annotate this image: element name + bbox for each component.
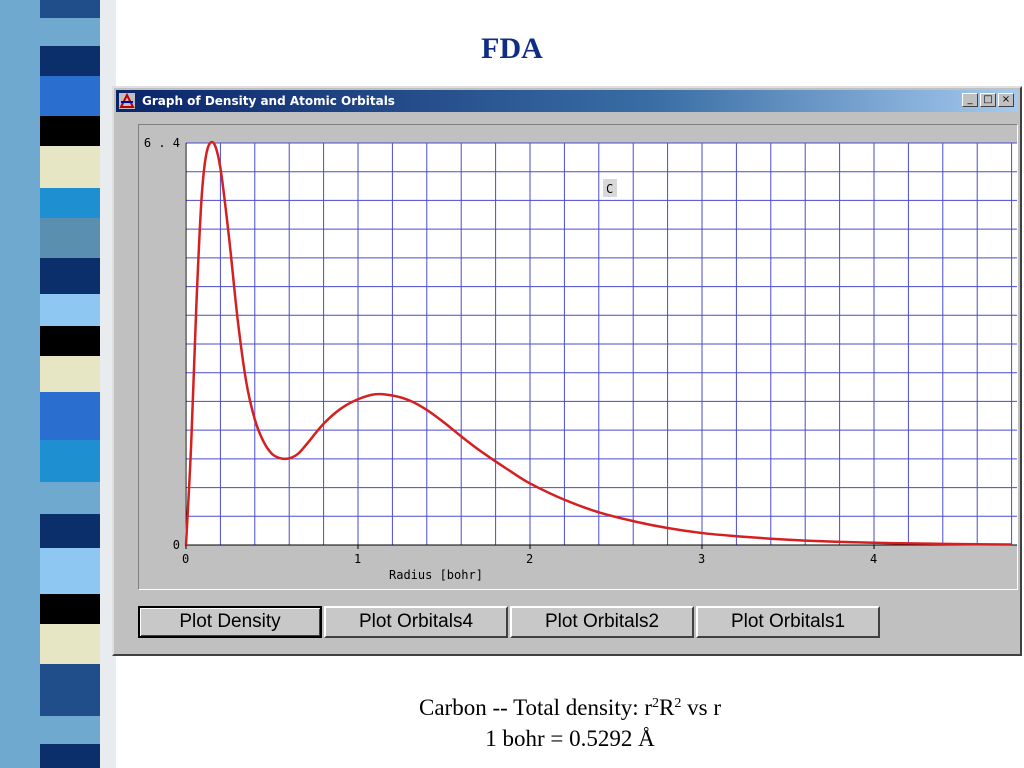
strip-block [40,18,100,46]
caption-mid: R [659,695,675,720]
app-icon [119,93,135,109]
strip-block [40,514,100,548]
strip-block [40,356,100,392]
strip-block [40,116,100,146]
slide-title: FDA [481,32,543,65]
caption-prefix: Carbon -- Total density: r [418,695,653,720]
x-tick-label: 4 [870,552,877,566]
plot-panel: 0 1 2 3 4 0 6 . 4 C Radius [bohr] [138,124,1018,590]
window-titlebar[interactable]: Graph of Density and Atomic Orbitals _ □… [116,90,1018,112]
caption-line-2: 1 bohr = 0.5292 Å [485,726,655,751]
series-label-text: C [606,182,613,196]
x-tick-label: 3 [698,552,705,566]
strip-block [40,594,100,624]
series-label-tag: C [603,179,617,197]
strip-block [40,218,100,258]
slide-caption: Carbon -- Total density: r2R2 vs r 1 boh… [116,692,1024,754]
y-tick-label: 0 [173,538,180,552]
strip-block [40,698,100,716]
caption-suffix: vs r [681,695,721,720]
series-line-density [184,140,1012,546]
strip-block [40,548,100,594]
plot-density-button[interactable]: Plot Density [138,606,322,638]
density-chart: 0 1 2 3 4 0 6 . 4 C Radius [bohr] [144,136,1017,582]
decorative-side-strip [0,0,116,768]
caption-superscript-1: 2 [652,696,660,711]
strip-block [40,46,100,76]
strip-block [40,716,100,744]
app-window: Graph of Density and Atomic Orbitals _ □… [112,86,1022,656]
plot-orbitals2-button[interactable]: Plot Orbitals2 [510,606,694,638]
plot-orbitals1-button[interactable]: Plot Orbitals1 [696,606,880,638]
maximize-button[interactable]: □ [980,93,996,107]
strip-block [40,664,100,698]
strip-block [40,392,100,440]
x-tick-label: 0 [182,552,189,566]
x-tick-label: 1 [354,552,361,566]
strip-block [40,146,100,188]
strip-block [40,440,100,482]
caption-line-1: Carbon -- Total density: r2R2 vs r [116,692,1024,723]
strip-block [40,188,100,218]
strip-block [40,294,100,326]
strip-block [40,624,100,664]
y-tick-label: 6 . 4 [144,136,180,150]
strip-block [40,326,100,356]
strip-block [40,744,100,768]
x-tick-label: 2 [526,552,533,566]
window-title: Graph of Density and Atomic Orbitals [142,94,395,108]
caption-superscript-2: 2 [674,696,682,711]
strip-block [40,258,100,294]
close-button[interactable]: × [998,93,1014,107]
strip-block [40,76,100,116]
x-axis-label: Radius [bohr] [389,568,483,582]
minimize-button[interactable]: _ [962,93,978,107]
plot-orbitals4-button[interactable]: Plot Orbitals4 [324,606,508,638]
strip-block [40,0,100,18]
strip-block [40,482,100,514]
